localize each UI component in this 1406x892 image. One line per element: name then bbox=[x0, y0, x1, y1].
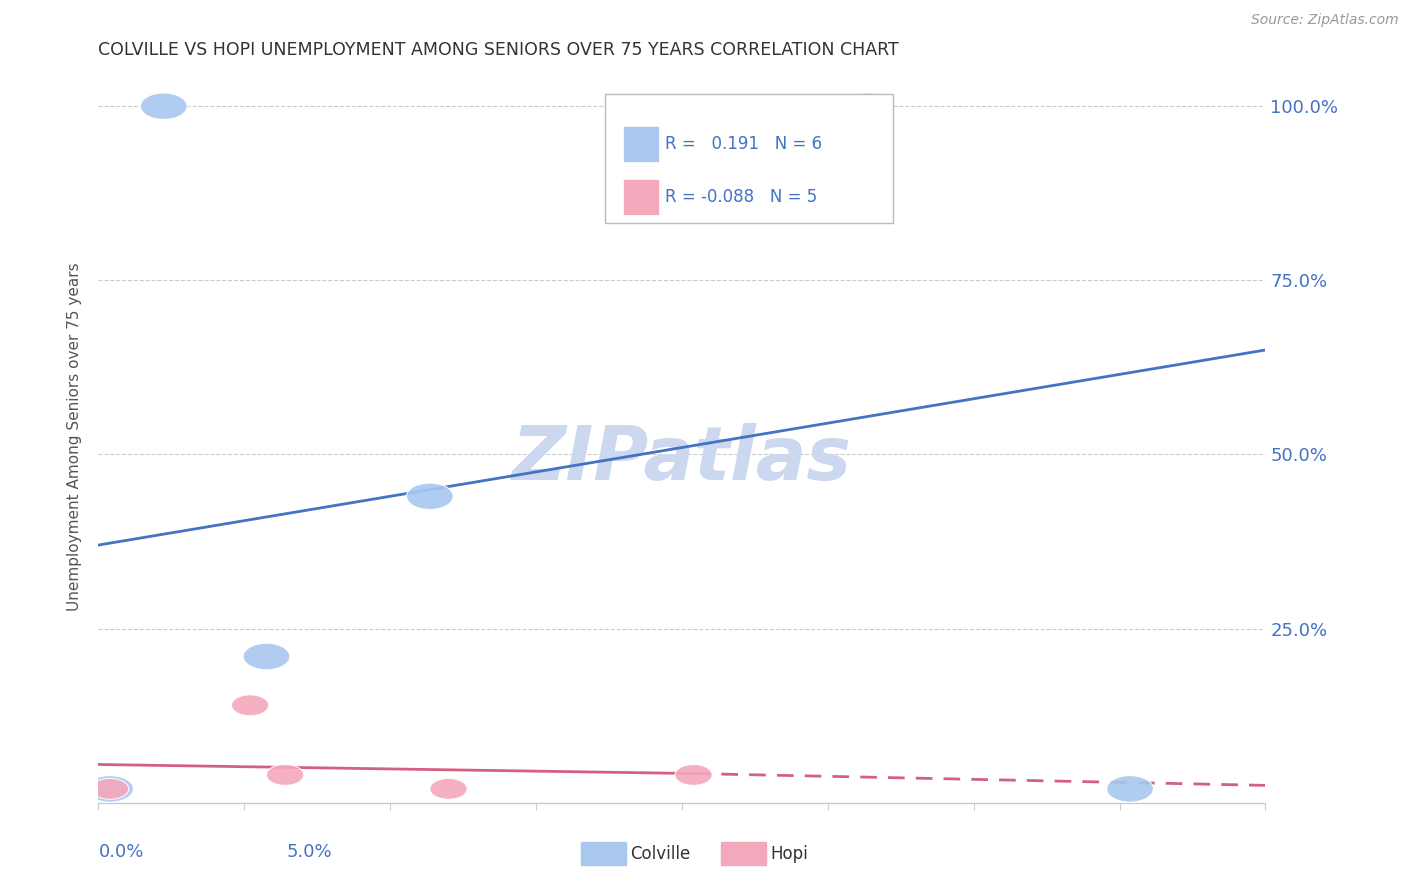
Ellipse shape bbox=[675, 764, 713, 785]
Ellipse shape bbox=[1107, 776, 1153, 802]
Text: 5.0%: 5.0% bbox=[287, 843, 332, 861]
Ellipse shape bbox=[267, 764, 304, 785]
Ellipse shape bbox=[232, 695, 269, 715]
Text: Hopi: Hopi bbox=[770, 845, 808, 863]
Ellipse shape bbox=[243, 643, 290, 670]
Ellipse shape bbox=[430, 779, 467, 799]
Text: ZIPatlas: ZIPatlas bbox=[512, 423, 852, 496]
Text: R =   0.191   N = 6: R = 0.191 N = 6 bbox=[665, 135, 823, 153]
Text: R = -0.088   N = 5: R = -0.088 N = 5 bbox=[665, 188, 817, 206]
Text: Source: ZipAtlas.com: Source: ZipAtlas.com bbox=[1251, 13, 1399, 28]
Y-axis label: Unemployment Among Seniors over 75 years: Unemployment Among Seniors over 75 years bbox=[67, 263, 83, 611]
Ellipse shape bbox=[845, 93, 891, 120]
Text: Colville: Colville bbox=[630, 845, 690, 863]
Text: COLVILLE VS HOPI UNEMPLOYMENT AMONG SENIORS OVER 75 YEARS CORRELATION CHART: COLVILLE VS HOPI UNEMPLOYMENT AMONG SENI… bbox=[98, 41, 900, 59]
Text: 0.0%: 0.0% bbox=[98, 843, 143, 861]
Ellipse shape bbox=[141, 93, 187, 120]
Ellipse shape bbox=[406, 483, 453, 509]
Ellipse shape bbox=[91, 779, 129, 799]
Ellipse shape bbox=[87, 776, 134, 802]
